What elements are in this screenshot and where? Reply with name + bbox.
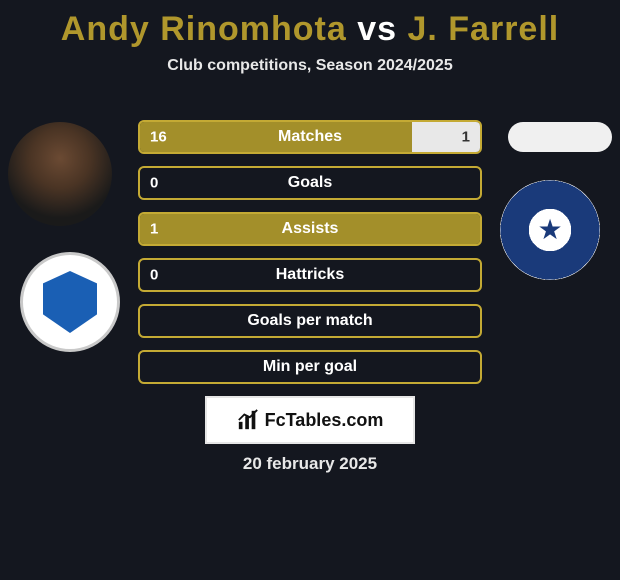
subtitle: Club competitions, Season 2024/2025 xyxy=(0,57,620,75)
vs-text: vs xyxy=(357,10,397,48)
date-text: 20 february 2025 xyxy=(0,454,620,474)
player1-name: Andy Rinomhota xyxy=(61,10,347,48)
stats-bars: Matches161Goals0Assists1Hattricks0Goals … xyxy=(138,120,482,396)
stat-label: Goals per match xyxy=(140,312,480,330)
stat-label: Hattricks xyxy=(140,266,480,284)
comparison-title: Andy Rinomhota vs J. Farrell xyxy=(0,0,620,49)
stat-label: Assists xyxy=(140,220,480,238)
player2-name: J. Farrell xyxy=(407,10,559,48)
stat-label: Matches xyxy=(140,128,480,146)
player1-club-badge xyxy=(20,252,120,352)
player2-photo xyxy=(508,122,612,152)
stat-value-right: 1 xyxy=(462,129,470,146)
stat-value-left: 0 xyxy=(150,175,158,192)
stat-value-left: 1 xyxy=(150,221,158,238)
stat-bar: Min per goal xyxy=(138,350,482,384)
stat-value-left: 16 xyxy=(150,129,167,146)
stat-bar: Goals0 xyxy=(138,166,482,200)
stat-label: Min per goal xyxy=(140,358,480,376)
stat-bar: Goals per match xyxy=(138,304,482,338)
watermark-text: FcTables.com xyxy=(265,410,384,431)
chart-icon xyxy=(237,409,259,431)
stat-bar: Assists1 xyxy=(138,212,482,246)
stat-label: Goals xyxy=(140,174,480,192)
player2-club-badge xyxy=(500,180,600,280)
stat-value-left: 0 xyxy=(150,267,158,284)
stat-bar: Hattricks0 xyxy=(138,258,482,292)
stat-bar: Matches16 1 xyxy=(138,120,482,154)
watermark: FcTables.com xyxy=(205,396,415,444)
player1-photo xyxy=(8,122,112,226)
